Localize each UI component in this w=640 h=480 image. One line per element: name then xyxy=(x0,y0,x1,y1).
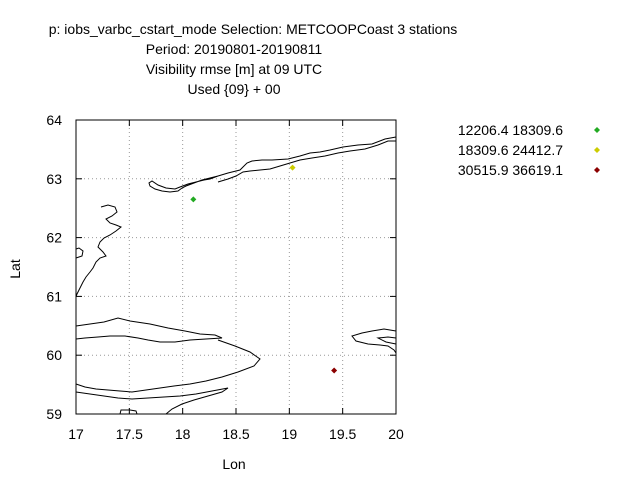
y-tick-label: 62 xyxy=(46,230,62,246)
y-tick-labels: 59 60 61 62 63 64 xyxy=(46,112,62,422)
legend-marker xyxy=(594,167,600,173)
x-tick-label: 18 xyxy=(175,426,191,442)
coastline-west-inlet xyxy=(75,247,84,259)
legend: 12206.4 18309.6 18309.6 24412.7 30515.9 36… xyxy=(458,122,600,178)
legend-label: 12206.4 18309.6 xyxy=(458,122,563,138)
y-tick-label: 61 xyxy=(46,288,62,304)
x-axis-label: Lon xyxy=(222,456,245,472)
coastline-south-upper xyxy=(75,317,223,343)
x-tick-label: 20 xyxy=(388,426,404,442)
chart-title: p: iobs_varbc_cstart_mode Selection: MET… xyxy=(49,21,458,97)
x-tick-label: 17 xyxy=(68,426,84,442)
axis-ticks xyxy=(75,119,397,415)
data-point xyxy=(190,196,197,203)
title-line-3: Visibility rmse [m] at 09 UTC xyxy=(146,61,322,77)
y-tick-label: 64 xyxy=(46,112,62,128)
y-tick-label: 63 xyxy=(46,171,62,187)
x-tick-label: 19 xyxy=(282,426,298,442)
coastline-north xyxy=(148,136,397,193)
coastline-south-lower xyxy=(75,387,229,415)
grid xyxy=(76,120,396,414)
title-line-4: Used {09} + 00 xyxy=(187,81,280,97)
data-points xyxy=(190,164,338,374)
legend-label: 18309.6 24412.7 xyxy=(458,142,563,158)
coastline-west xyxy=(75,204,122,298)
x-tick-label: 19.5 xyxy=(329,426,356,442)
y-tick-label: 59 xyxy=(46,406,62,422)
coastline-north-tail xyxy=(217,140,396,183)
legend-marker xyxy=(594,147,600,153)
coastline xyxy=(75,136,397,415)
y-axis-label: Lat xyxy=(7,259,23,279)
data-point xyxy=(331,367,338,374)
y-tick-label: 60 xyxy=(46,347,62,363)
x-tick-label: 17.5 xyxy=(116,426,143,442)
legend-marker xyxy=(594,127,600,133)
x-tick-label: 18.5 xyxy=(222,426,249,442)
coastline-south-bottom xyxy=(119,409,138,415)
coastline-south-middle xyxy=(75,339,261,393)
title-line-1: p: iobs_varbc_cstart_mode Selection: MET… xyxy=(49,21,458,37)
coastline-east-island xyxy=(351,328,397,354)
x-tick-labels: 17 17.5 18 18.5 19 19.5 20 xyxy=(68,426,404,442)
legend-label: 30515.9 36619.1 xyxy=(458,162,563,178)
data-point xyxy=(289,164,296,171)
title-line-2: Period: 20190801-20190811 xyxy=(146,41,323,57)
